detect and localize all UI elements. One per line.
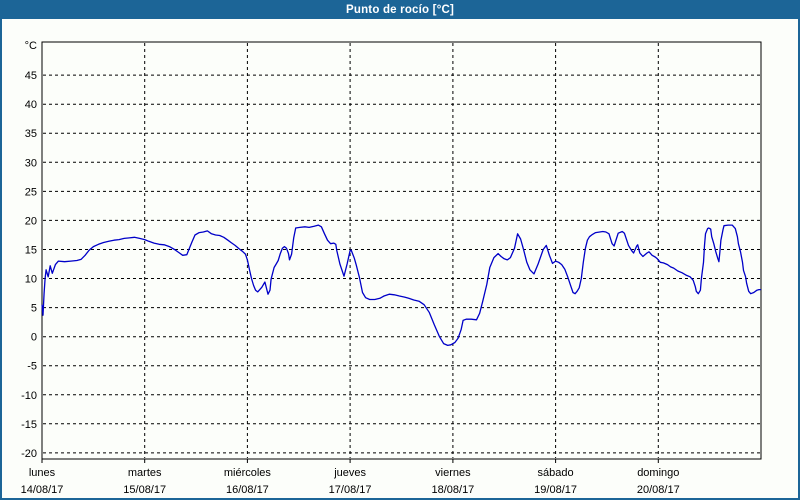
y-tick-label: 5	[31, 303, 37, 315]
y-tick-label: 20	[25, 215, 37, 227]
y-tick-label: -10	[21, 390, 37, 402]
y-tick-label: -5	[27, 361, 37, 373]
x-day-name-label: jueves	[333, 467, 366, 479]
x-day-name-label: miércoles	[224, 467, 272, 479]
y-tick-label: 35	[25, 128, 37, 140]
x-day-date-label: 16/08/17	[226, 484, 269, 496]
y-tick-label: -20	[21, 448, 37, 460]
y-tick-label: 45	[25, 70, 37, 82]
x-day-name-label: domingo	[637, 467, 679, 479]
x-day-name-label: sábado	[538, 467, 574, 479]
window-title: Punto de rocío [°C]	[345, 4, 455, 16]
y-tick-label: 25	[25, 186, 37, 198]
y-tick-label: -15	[21, 419, 37, 431]
y-axis-unit-label: °C	[25, 40, 37, 52]
y-tick-label: 0	[31, 332, 37, 344]
title-bar: Punto de rocío [°C]	[2, 2, 798, 19]
x-day-date-label: 20/08/17	[637, 484, 680, 496]
y-tick-label: 15	[25, 245, 37, 257]
x-day-name-label: martes	[128, 467, 162, 479]
x-day-name-label: viernes	[435, 467, 471, 479]
y-tick-label: 40	[25, 99, 37, 111]
y-tick-label: 30	[25, 157, 37, 169]
y-tick-label: 10	[25, 274, 37, 286]
x-day-date-label: 17/08/17	[329, 484, 372, 496]
x-day-name-label: lunes	[29, 467, 56, 479]
x-day-date-label: 14/08/17	[21, 484, 64, 496]
dewpoint-line	[41, 224, 761, 347]
x-day-date-label: 15/08/17	[123, 484, 166, 496]
x-day-date-label: 18/08/17	[431, 484, 474, 496]
plot-area	[41, 41, 762, 460]
x-day-date-label: 19/08/17	[534, 484, 577, 496]
